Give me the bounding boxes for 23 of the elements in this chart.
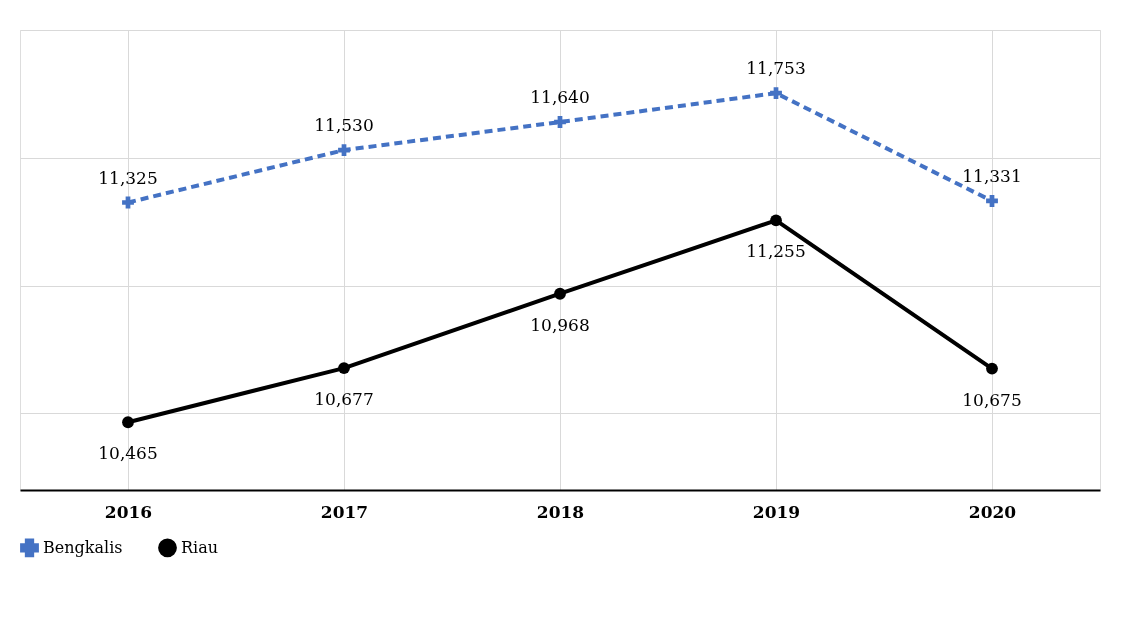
data-label: 10,465 — [98, 443, 158, 464]
data-label: 11,325 — [98, 167, 158, 188]
point — [122, 416, 134, 429]
point — [554, 287, 566, 300]
data-label: 11,640 — [530, 87, 590, 107]
data-label: 11,753 — [746, 58, 806, 79]
data-label: 11,331 — [962, 165, 1022, 186]
data-label: 10,968 — [530, 314, 590, 335]
point — [122, 196, 134, 209]
x-tick-label: 2019 — [752, 501, 801, 522]
x-tick-label: 2016 — [104, 501, 153, 522]
data-label: 11,255 — [746, 241, 806, 262]
x-tick-label: 2020 — [968, 501, 1017, 522]
x-tick-label: 2018 — [536, 501, 585, 522]
point — [986, 362, 998, 375]
legend-label: Riau — [181, 537, 219, 557]
point — [770, 214, 782, 227]
data-label: 10,675 — [962, 389, 1022, 410]
point — [338, 362, 350, 374]
data-label: 10,677 — [314, 389, 374, 410]
x-tick-label: 2017 — [320, 501, 369, 522]
legend-label: Bengkalis — [43, 537, 123, 557]
data-label: 11,530 — [314, 115, 374, 136]
